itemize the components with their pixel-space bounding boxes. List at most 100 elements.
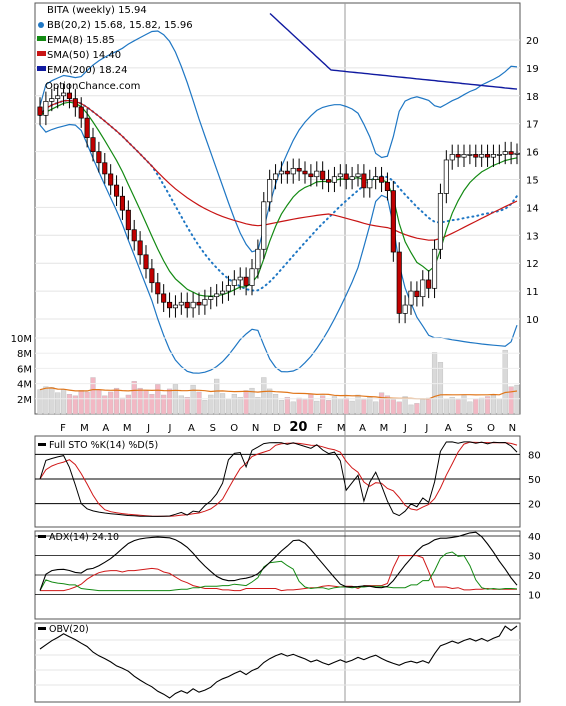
candle-body bbox=[508, 151, 514, 155]
candle-body bbox=[396, 251, 402, 314]
candle-body bbox=[61, 92, 67, 97]
candle-body bbox=[125, 209, 131, 231]
candle-body bbox=[90, 137, 96, 152]
volume-tick-label: 10M bbox=[11, 334, 32, 345]
candle-body bbox=[490, 154, 496, 158]
candle-body bbox=[267, 179, 273, 203]
volume-bar bbox=[414, 403, 420, 415]
bb-upper-line bbox=[39, 30, 518, 253]
volume-bar bbox=[102, 395, 108, 415]
x-axis-label: A bbox=[102, 423, 109, 434]
candle-body bbox=[255, 248, 261, 270]
volume-bar bbox=[131, 381, 137, 415]
volume-bar bbox=[149, 394, 155, 415]
candle-body bbox=[167, 301, 173, 309]
candle-body bbox=[443, 159, 449, 194]
x-axis-label: J bbox=[424, 423, 428, 434]
legend-adx-marker bbox=[38, 535, 46, 538]
volume-bar bbox=[60, 389, 67, 415]
x-axis-label: J bbox=[146, 423, 150, 434]
candle-body bbox=[131, 229, 137, 242]
candle-body bbox=[514, 152, 520, 155]
adx-tick-label: 20 bbox=[528, 571, 541, 582]
candle-body bbox=[455, 154, 461, 158]
volume-bar bbox=[402, 396, 408, 415]
legend-sto: Full STO %K(14) %D(5) bbox=[49, 440, 158, 451]
adx-minus-di-line bbox=[40, 555, 517, 592]
legend-sma50: SMA(50) 14.40 bbox=[47, 50, 121, 61]
candle-body bbox=[78, 106, 84, 119]
candle-body bbox=[337, 173, 343, 178]
candle-body bbox=[43, 101, 49, 116]
candle-body bbox=[373, 176, 379, 180]
candle-body bbox=[155, 282, 161, 295]
candle-body bbox=[432, 248, 438, 289]
volume-bar bbox=[90, 377, 96, 415]
candle-body bbox=[196, 301, 202, 306]
x-axis-label: M bbox=[337, 423, 346, 434]
price-tick-label: 13 bbox=[526, 231, 539, 242]
volume-bar bbox=[325, 400, 332, 415]
volume-bar bbox=[202, 400, 208, 415]
candle-body bbox=[437, 193, 443, 250]
x-axis-label: M bbox=[80, 423, 89, 434]
volume-bar bbox=[437, 362, 444, 415]
obv-legend: OBV(20) bbox=[38, 624, 89, 635]
volume-bar bbox=[449, 397, 455, 415]
candle-body bbox=[49, 98, 55, 102]
legend-bb: BB(20,2) 15.68, 15.82, 15.96 bbox=[47, 20, 193, 31]
price-tick-label: 10 bbox=[526, 315, 539, 326]
stochastic-panel bbox=[34, 435, 521, 528]
x-axis-label: A bbox=[359, 423, 366, 434]
candle-body bbox=[485, 154, 491, 158]
candle-body bbox=[172, 304, 178, 309]
volume-bar bbox=[290, 401, 296, 415]
volume-bar bbox=[278, 400, 285, 415]
candle-body bbox=[379, 176, 385, 183]
ema8-line bbox=[39, 101, 518, 297]
sto-d-line bbox=[39, 441, 518, 517]
price-tick-label: 14 bbox=[526, 203, 539, 214]
candle-body bbox=[296, 167, 302, 172]
volume-bar bbox=[331, 396, 338, 415]
candle-body bbox=[190, 301, 196, 309]
x-axis-label: J bbox=[403, 423, 407, 434]
x-axis-label: M bbox=[123, 423, 132, 434]
volume-bar bbox=[66, 394, 73, 415]
candle-body bbox=[414, 290, 420, 298]
candle-body bbox=[143, 254, 149, 270]
volume-bar bbox=[208, 394, 214, 415]
volume-bar bbox=[343, 397, 349, 415]
volume-bar bbox=[143, 390, 149, 415]
volume-bar bbox=[113, 387, 120, 415]
x-axis-label: S bbox=[210, 423, 216, 434]
legend-obv-marker bbox=[38, 627, 46, 630]
volume-bar bbox=[125, 394, 131, 415]
adx-tick-label: 10 bbox=[528, 591, 541, 602]
volume-bar bbox=[137, 387, 143, 415]
volume-bar bbox=[249, 387, 255, 415]
volume-bar bbox=[184, 397, 190, 415]
volume-bar bbox=[237, 397, 243, 415]
candle-body bbox=[278, 170, 284, 175]
sto-k-line bbox=[39, 441, 518, 517]
candle-body bbox=[461, 154, 467, 158]
legend-ema200: EMA(200) 18.24 bbox=[47, 65, 127, 76]
volume-bar bbox=[396, 401, 402, 415]
legend-obv: OBV(20) bbox=[49, 624, 89, 635]
volume-tick-label: 2M bbox=[17, 395, 32, 406]
candle-body bbox=[208, 296, 214, 300]
volume-bar bbox=[408, 404, 414, 415]
x-axis-label: S bbox=[466, 423, 472, 434]
candle-body bbox=[66, 92, 72, 99]
volume-bar bbox=[490, 394, 497, 415]
candle-body bbox=[225, 285, 231, 292]
candle-body bbox=[202, 299, 208, 306]
sto-tick-label: 80 bbox=[528, 450, 541, 461]
volume-bar bbox=[384, 395, 391, 415]
candle-body bbox=[408, 290, 414, 306]
candle-body bbox=[231, 279, 237, 286]
x-axis-label: O bbox=[487, 423, 495, 434]
candle-body bbox=[390, 190, 396, 253]
volume-bar bbox=[37, 389, 43, 415]
